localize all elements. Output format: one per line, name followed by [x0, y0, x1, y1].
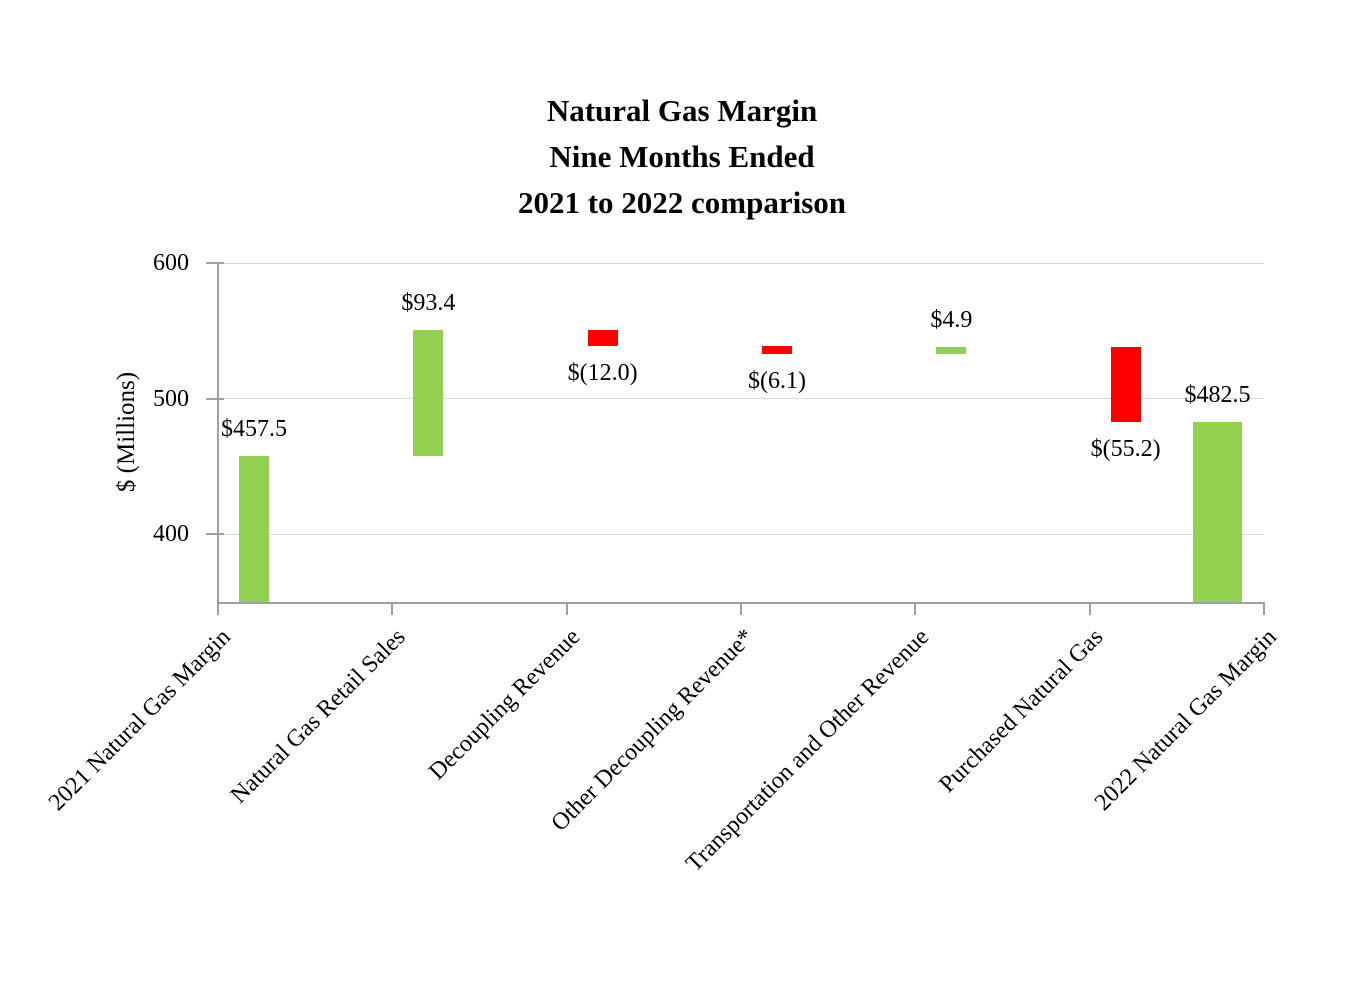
category-label-1: 2021 Natural Gas Margin — [44, 624, 237, 816]
bar-value-label-7: $482.5 — [1184, 382, 1251, 409]
y-axis-tick-label-600: 600 — [153, 250, 189, 276]
x-axis-tick-5 — [1088, 604, 1091, 615]
x-axis-line — [217, 602, 1265, 604]
category-label-2: Natural Gas Retail Sales — [225, 624, 411, 809]
gridline-600 — [217, 262, 1264, 264]
waterfall-bar-7 — [1193, 422, 1242, 602]
chart-title-line-3: 2021 to 2022 comparison — [517, 185, 847, 220]
x-axis-tick-1 — [391, 604, 394, 615]
bar-value-label-5: $4.9 — [930, 307, 973, 334]
category-label-6: Purchased Natural Gas — [934, 624, 1109, 798]
y-axis-title: $ (Millions) — [113, 371, 140, 493]
chart-title-line-2: Nine Months Ended — [549, 139, 815, 174]
bar-value-label-6: $(55.2) — [1090, 436, 1161, 463]
x-axis-tick-2 — [565, 604, 568, 615]
bar-value-label-2: $93.4 — [401, 289, 456, 316]
y-axis-tick-500 — [206, 397, 224, 400]
gridline-500 — [217, 398, 1264, 400]
gridline-400 — [217, 533, 1264, 535]
chart-title-line-1: Natural Gas Margin — [546, 93, 818, 128]
x-axis-tick-4 — [914, 604, 917, 615]
y-axis-tick-label-400: 400 — [153, 521, 189, 548]
y-axis-tick-400 — [206, 533, 224, 536]
category-label-7: 2022 Natural Gas Margin — [1090, 624, 1283, 816]
waterfall-bar-4 — [762, 345, 792, 355]
bar-value-label-4: $(6.1) — [748, 368, 806, 395]
waterfall-bar-5 — [936, 347, 967, 355]
bar-value-label-1: $457.5 — [221, 416, 287, 443]
waterfall-bar-2 — [413, 329, 444, 457]
bar-value-label-3: $(12.0) — [567, 359, 638, 386]
category-label-3: Decoupling Revenue — [423, 624, 586, 786]
waterfall-bar-3 — [587, 329, 618, 346]
waterfall-bar-1 — [239, 456, 269, 602]
chart-title: Natural Gas Margin Nine Months Ended 202… — [0, 88, 1364, 226]
y-axis-tick-600 — [206, 262, 224, 264]
waterfall-bar-6 — [1110, 347, 1141, 423]
x-axis-tick-3 — [740, 604, 742, 615]
y-axis-line — [217, 263, 219, 615]
x-axis-tick-6 — [1263, 604, 1265, 615]
y-axis-tick-label-500: 500 — [153, 385, 189, 412]
category-label-4: Other Decoupling Revenue* — [546, 624, 760, 837]
